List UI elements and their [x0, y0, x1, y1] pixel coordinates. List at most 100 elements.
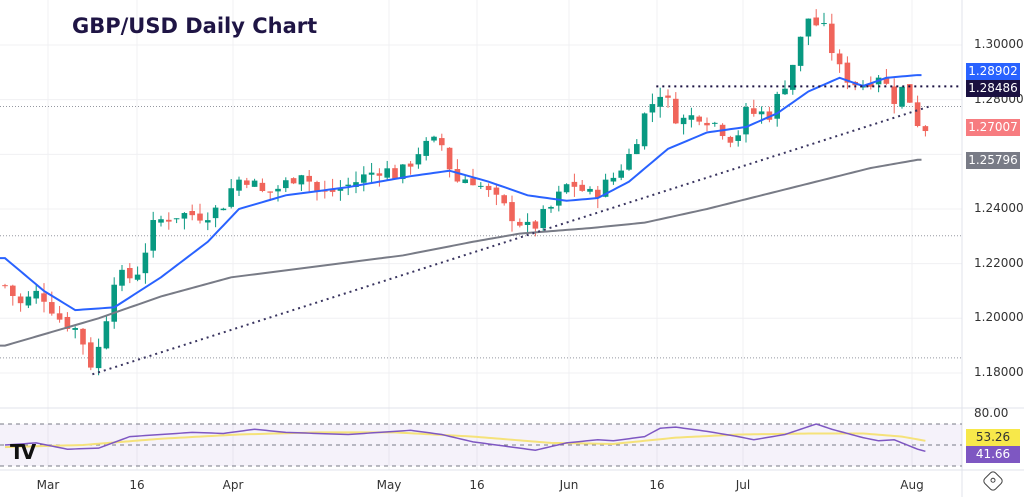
- candle-body: [813, 17, 819, 26]
- y-tick-label: 1.24000: [974, 200, 1024, 215]
- x-tick-label: May: [376, 478, 402, 492]
- candle-body: [907, 84, 913, 103]
- chart-title: GBP/USD Daily Chart: [72, 14, 318, 38]
- candle-body: [384, 168, 390, 178]
- candle-body: [423, 140, 429, 156]
- candle-body: [868, 83, 874, 87]
- candle-body: [797, 36, 804, 66]
- candle-body: [829, 23, 835, 54]
- candle-body: [95, 346, 102, 369]
- candle-body: [618, 170, 624, 178]
- rsi-signal-tag: 53.26: [966, 429, 1020, 446]
- ma20-price-tag: 1.28902: [966, 63, 1020, 80]
- candle-body: [290, 178, 297, 184]
- rsi-top-label: 80.00: [974, 406, 1009, 420]
- candle-body: [641, 113, 648, 147]
- candle-body: [400, 164, 406, 180]
- candle-body: [704, 122, 710, 126]
- candle-body: [244, 180, 250, 185]
- candle-body: [540, 208, 546, 229]
- candle-body: [111, 284, 117, 322]
- candle-body: [657, 96, 663, 107]
- candle-body: [49, 302, 55, 314]
- candle-body: [88, 342, 94, 368]
- candle-body: [766, 111, 773, 120]
- candle-body: [922, 126, 929, 132]
- y-tick-label: 1.20000: [974, 310, 1024, 325]
- candle-body: [173, 218, 180, 220]
- candle-body: [774, 93, 780, 119]
- candle-body: [844, 62, 851, 83]
- x-tick-label: Mar: [36, 478, 60, 492]
- candle-body: [251, 180, 258, 187]
- candle-body: [891, 86, 897, 104]
- x-tick-label: Aug: [900, 478, 924, 492]
- trendline: [92, 105, 930, 376]
- candle-body: [329, 188, 336, 192]
- candle-body: [228, 188, 234, 207]
- candle-body: [899, 86, 905, 107]
- x-tick-label: 16: [469, 478, 485, 492]
- candle-body: [446, 147, 453, 170]
- candle-body: [72, 328, 78, 330]
- candle-body: [267, 191, 273, 193]
- candle-body: [345, 184, 351, 187]
- candle-body: [610, 177, 617, 182]
- candle-body: [392, 168, 398, 180]
- candle-body: [478, 185, 484, 187]
- rsi-value-tag: 41.66: [966, 446, 1020, 463]
- candle-body: [517, 221, 523, 226]
- candle-body: [914, 102, 921, 127]
- candle-body: [80, 328, 86, 345]
- candle-body: [782, 88, 788, 95]
- candle-body: [493, 187, 500, 195]
- candle-body: [454, 169, 461, 182]
- candle-body: [602, 179, 609, 197]
- candle-body: [205, 220, 211, 223]
- y-tick-label: 1.18000: [974, 364, 1024, 379]
- candle-body: [236, 179, 242, 191]
- candle-body: [532, 221, 539, 229]
- candle-body: [142, 252, 149, 274]
- candle-body: [368, 172, 375, 175]
- candle-body: [665, 95, 671, 98]
- candle-body: [462, 179, 468, 184]
- candle-body: [407, 163, 414, 167]
- candle-body: [275, 188, 281, 192]
- candle-body: [220, 208, 227, 211]
- candle-body: [649, 104, 656, 113]
- candle-body: [524, 221, 531, 225]
- candle-body: [353, 182, 359, 187]
- candle-body: [25, 296, 32, 306]
- candle-body: [10, 285, 16, 297]
- candle-body: [298, 175, 305, 185]
- x-tick-label: 16: [129, 478, 145, 492]
- candle-body: [337, 188, 344, 191]
- candle-body: [33, 290, 39, 299]
- candle-body: [212, 207, 219, 219]
- candle-body: [41, 293, 47, 302]
- x-tick-label: Jun: [559, 478, 579, 492]
- candle-body: [556, 191, 562, 206]
- candle-body: [883, 78, 890, 84]
- candle-body: [501, 195, 507, 204]
- candle-body: [735, 135, 741, 141]
- x-tick-label: Jul: [735, 478, 751, 492]
- candle-body: [509, 202, 515, 222]
- candle-body: [431, 136, 437, 141]
- candle-body: [571, 181, 578, 187]
- candle-body: [376, 173, 383, 176]
- candle-body: [197, 213, 203, 221]
- candle-body: [805, 18, 812, 37]
- x-tick-label: Apr: [222, 478, 244, 492]
- ma100-line: [0, 158, 922, 347]
- candle-body: [56, 313, 63, 320]
- candle-body: [2, 285, 8, 287]
- candle-body: [166, 219, 172, 222]
- candle-body: [485, 185, 492, 191]
- candle-body: [17, 296, 24, 304]
- tradingview-logo: TV: [10, 440, 36, 464]
- candle-body: [712, 122, 718, 124]
- ma20-line: [0, 74, 922, 312]
